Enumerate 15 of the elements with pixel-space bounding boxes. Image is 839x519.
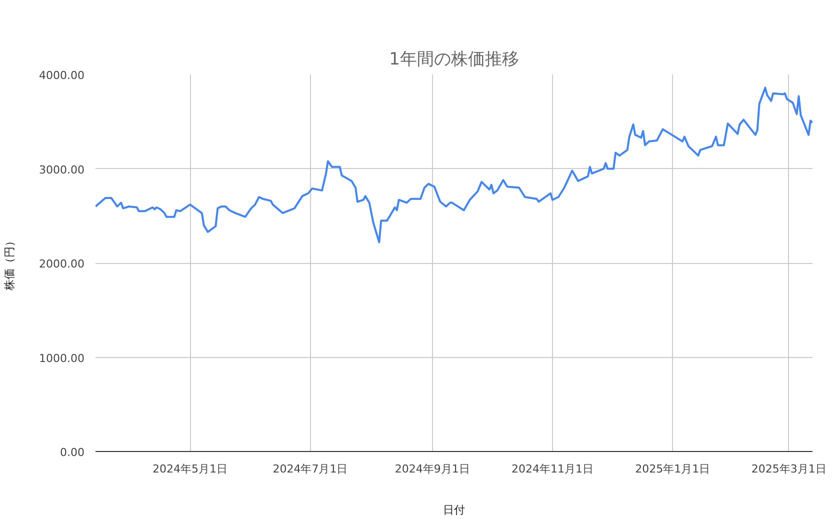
chart-title: 1年間の株価推移 <box>389 50 519 70</box>
x-tick-label: 2024年9月1日 <box>394 462 470 476</box>
x-tick-label: 2025年1月1日 <box>635 462 710 476</box>
y-tick-label: 2000.00 <box>39 258 85 270</box>
y-axis-title: 株価（円） <box>3 236 16 292</box>
line-series <box>96 86 812 244</box>
x-tick-label: 2025年3月1日 <box>751 462 826 476</box>
y-tick-label: 4000.00 <box>39 69 85 82</box>
x-tick-label: 2024年5月1日 <box>152 462 228 476</box>
y-tick-label: 0.00 <box>60 446 85 459</box>
y-tick-label: 3000.00 <box>39 163 85 176</box>
x-tick-label: 2024年7月1日 <box>272 462 348 476</box>
x-axis-title: 日付 <box>443 504 465 516</box>
x-tick-label: 2024年11月1日 <box>511 462 594 476</box>
y-tick-label: 1000.00 <box>39 352 85 365</box>
